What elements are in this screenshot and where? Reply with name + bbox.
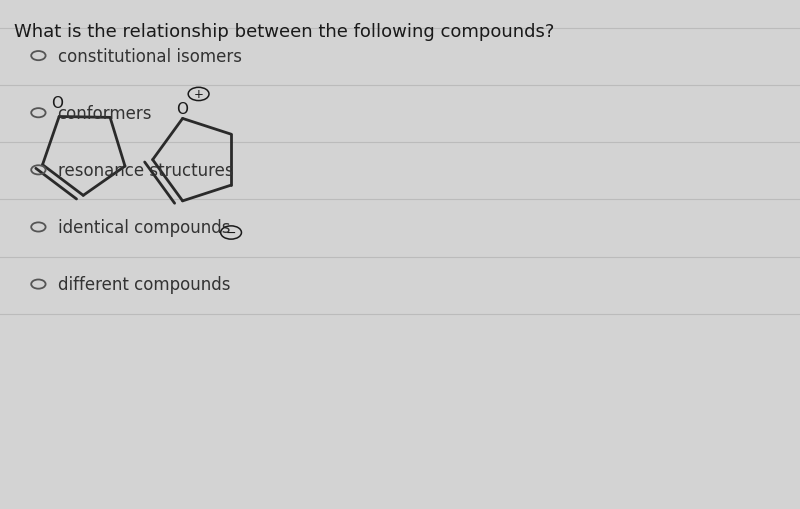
Text: What is the relationship between the following compounds?: What is the relationship between the fol…: [14, 23, 554, 41]
Text: O: O: [177, 102, 189, 117]
Text: −: −: [226, 227, 236, 240]
Text: O: O: [50, 96, 62, 111]
Text: constitutional isomers: constitutional isomers: [58, 47, 242, 66]
Text: different compounds: different compounds: [58, 275, 230, 294]
Text: identical compounds: identical compounds: [58, 218, 230, 237]
Text: +: +: [194, 88, 203, 101]
Text: resonance structures: resonance structures: [58, 161, 234, 180]
Text: conformers: conformers: [58, 104, 152, 123]
